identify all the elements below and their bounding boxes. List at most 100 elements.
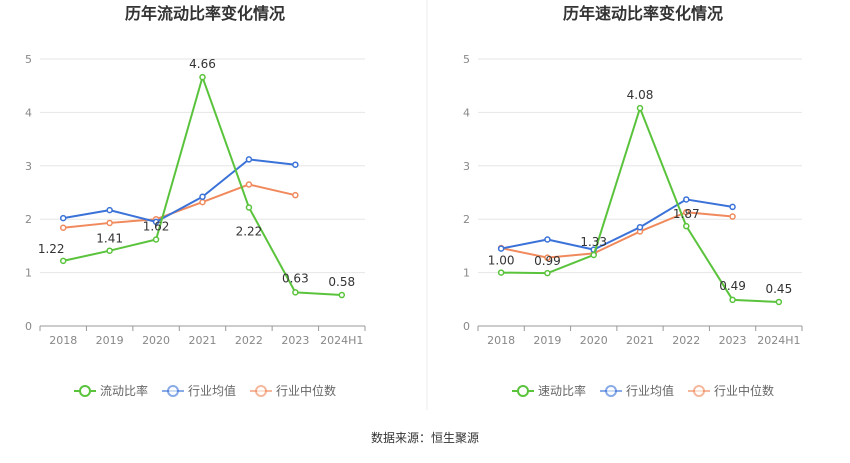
data-point-1 xyxy=(106,206,113,214)
data-point-0 xyxy=(59,257,67,265)
data-point-1 xyxy=(683,196,690,203)
data-label: 1.33 xyxy=(580,235,607,249)
quick-ratio-chart: 历年速动比率变化情况 0 1 2 3 4 5 2018 2019 2020 2021 2022 2023… xyxy=(463,4,803,398)
source-text: 数据来源：恒生聚源 xyxy=(371,430,479,445)
x-tick-label: 2020 xyxy=(580,334,608,347)
data-point-1 xyxy=(245,156,253,163)
data-point-0 xyxy=(152,236,160,243)
legend-marker xyxy=(517,385,529,397)
data-label: 1.87 xyxy=(673,207,700,221)
x-tick-label: 2023 xyxy=(719,334,747,347)
data-point-0 xyxy=(497,269,505,276)
data-point-0 xyxy=(683,222,690,230)
y-tick-label: 3 xyxy=(25,160,32,173)
series-line-0 xyxy=(63,76,342,297)
data-point-0 xyxy=(775,298,783,306)
data-point-0 xyxy=(338,291,346,299)
data-point-1 xyxy=(497,245,505,252)
data-label: 0.45 xyxy=(765,282,792,296)
data-point-1 xyxy=(59,214,67,222)
data-label: 1.00 xyxy=(488,254,515,268)
legend-marker xyxy=(605,385,617,397)
data-label: 1.22 xyxy=(38,242,65,256)
y-tick-label: 5 xyxy=(25,53,32,66)
data-label: 1.62 xyxy=(143,219,170,233)
data-label: 4.66 xyxy=(189,57,216,71)
y-tick-label: 1 xyxy=(25,267,32,280)
series-line-1 xyxy=(500,198,733,251)
legend-label: 流动比率 xyxy=(100,383,148,398)
legend-label: 行业中位数 xyxy=(276,383,336,398)
legend-item-0: 流动比率 xyxy=(74,383,148,398)
data-point-2 xyxy=(199,198,206,206)
x-tick-label: 2019 xyxy=(533,334,561,347)
data-point-0 xyxy=(590,251,597,259)
data-label: 0.49 xyxy=(719,279,746,293)
data-label: 0.63 xyxy=(282,271,309,285)
series-line-2 xyxy=(500,211,733,259)
data-point-0 xyxy=(106,247,113,254)
x-tick-label: 2019 xyxy=(96,334,124,347)
y-tick-label: 3 xyxy=(463,160,470,173)
y-tick-label: 0 xyxy=(463,320,470,333)
data-point-1 xyxy=(636,223,644,231)
data-point-1 xyxy=(292,161,299,168)
series-line-2 xyxy=(63,183,296,229)
x-tick-label: 2022 xyxy=(672,334,700,347)
data-point-1 xyxy=(544,236,551,243)
y-tick-label: 2 xyxy=(25,213,32,226)
x-tick-label: 2022 xyxy=(235,334,263,347)
x-tick-label: 2023 xyxy=(281,334,309,347)
data-point-0 xyxy=(199,73,206,81)
x-tick-label: 2024H1 xyxy=(757,334,800,347)
data-point-1 xyxy=(199,193,206,201)
x-tick-label: 2021 xyxy=(189,334,217,347)
y-tick-label: 0 xyxy=(25,320,32,333)
data-label: 2.22 xyxy=(236,224,263,238)
x-tick-label: 2018 xyxy=(487,334,515,347)
chart-title: 历年流动比率变化情况 xyxy=(125,4,285,23)
data-label: 0.99 xyxy=(534,254,561,268)
legend-marker xyxy=(79,385,91,397)
legend-item-1: 行业均值 xyxy=(162,383,236,398)
legend-label: 行业均值 xyxy=(188,383,236,398)
legend-item-0: 速动比率 xyxy=(512,383,586,398)
data-label: 0.58 xyxy=(328,275,355,289)
y-tick-label: 5 xyxy=(463,53,470,66)
x-tick-label: 2024H1 xyxy=(320,334,363,347)
data-point-0 xyxy=(245,204,253,211)
data-point-1 xyxy=(729,203,736,211)
legend-label: 行业均值 xyxy=(626,383,674,398)
y-tick-label: 2 xyxy=(463,213,470,226)
x-tick-label: 2021 xyxy=(626,334,654,347)
legend-marker xyxy=(255,385,267,397)
x-tick-label: 2020 xyxy=(142,334,170,347)
current-ratio-chart: 历年流动比率变化情况 0 1 2 3 4 5 2018 2019 2020 2021 2022 2023… xyxy=(25,4,366,398)
legend-marker xyxy=(167,385,179,397)
data-point-2 xyxy=(59,224,67,231)
data-point-0 xyxy=(292,289,299,296)
data-point-2 xyxy=(683,209,690,216)
legend-label: 速动比率 xyxy=(538,383,586,398)
data-point-0 xyxy=(544,269,551,277)
data-point-2 xyxy=(544,254,551,261)
data-point-1 xyxy=(152,218,160,226)
data-point-2 xyxy=(106,219,113,227)
y-tick-label: 1 xyxy=(463,267,470,280)
data-label: 1.41 xyxy=(96,232,123,246)
legend-item-1: 行业均值 xyxy=(600,383,674,398)
x-tick-label: 2018 xyxy=(49,334,77,347)
y-tick-label: 4 xyxy=(25,106,32,119)
legend-label: 行业中位数 xyxy=(714,383,774,398)
chart-title: 历年速动比率变化情况 xyxy=(563,4,723,23)
data-label: 4.08 xyxy=(627,88,654,102)
legend-marker xyxy=(693,385,705,397)
data-point-0 xyxy=(729,296,736,304)
legend-item-2: 行业中位数 xyxy=(688,383,774,398)
data-point-2 xyxy=(245,181,253,188)
legend-item-2: 行业中位数 xyxy=(250,383,336,398)
y-tick-label: 4 xyxy=(463,106,470,119)
data-point-2 xyxy=(729,213,736,220)
